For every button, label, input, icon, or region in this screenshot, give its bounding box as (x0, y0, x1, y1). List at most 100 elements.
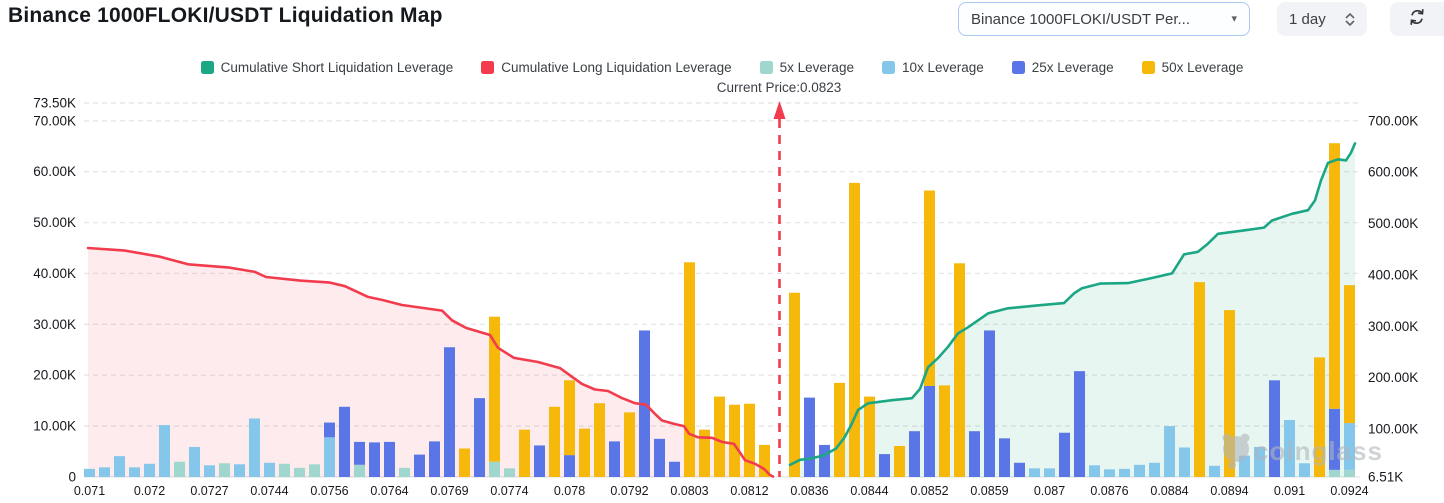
legend-item-5x[interactable]: 5x Leverage (759, 60, 854, 75)
bar-segment-10x[interactable] (144, 463, 155, 477)
bar-segment-10x[interactable] (264, 462, 275, 477)
bar-slot-66[interactable] (1074, 371, 1085, 477)
bar-slot-31[interactable] (549, 406, 560, 477)
bar-segment-5x[interactable] (1344, 469, 1355, 477)
liquidation-chart[interactable]: coinglass 73.50K 70.00K 60.00K 50.00K 40.00K 3… (0, 93, 1444, 503)
bar-slot-35[interactable] (609, 441, 620, 477)
bar-segment-25x[interactable] (804, 397, 815, 477)
bar-segment-50x[interactable] (1194, 282, 1205, 477)
bar-segment-10x[interactable] (1149, 462, 1160, 477)
bar-segment-50x[interactable] (594, 403, 605, 477)
bar-segment-25x[interactable] (474, 398, 485, 477)
bar-0.078[interactable] (564, 380, 575, 477)
bar-slot-27[interactable] (489, 316, 500, 477)
bar-segment-25x[interactable] (669, 461, 680, 477)
bar-slot-78[interactable] (1254, 446, 1265, 477)
bar-segment-25x[interactable] (444, 347, 455, 477)
bar-slot-61[interactable] (999, 438, 1010, 477)
bar-slot-75[interactable] (1209, 465, 1220, 477)
bar-slot-10[interactable] (234, 464, 245, 477)
bar-segment-10x[interactable] (1254, 446, 1265, 477)
bar-segment-10x[interactable] (189, 446, 200, 477)
bar-segment-25x[interactable] (534, 445, 545, 477)
bar-0.087[interactable] (1044, 468, 1055, 477)
bar-segment-50x[interactable] (549, 406, 560, 477)
bar-0.0876[interactable] (1104, 469, 1115, 477)
bar-slot-65[interactable] (1059, 432, 1070, 477)
bar-slot-23[interactable] (429, 441, 440, 477)
bar-segment-10x[interactable] (1284, 420, 1295, 477)
bar-slot-2[interactable] (114, 456, 125, 477)
bar-segment-25x[interactable] (1329, 408, 1340, 470)
bar-segment-50x[interactable] (564, 380, 575, 456)
bar-slot-9[interactable] (219, 463, 230, 477)
bar-segment-5x[interactable] (174, 461, 185, 477)
bar-segment-25x[interactable] (339, 406, 350, 477)
bar-slot-57[interactable] (939, 385, 950, 477)
bar-slot-17[interactable] (339, 406, 350, 477)
bar-slot-29[interactable] (519, 429, 530, 477)
bar-0.0924[interactable] (1344, 285, 1355, 477)
bar-slot-18[interactable] (354, 441, 365, 477)
symbol-select[interactable]: Binance 1000FLOKI/USDT Per... ▾ (958, 2, 1250, 36)
bar-segment-10x[interactable] (1029, 468, 1040, 477)
bar-segment-10x[interactable] (84, 468, 95, 477)
bar-segment-25x[interactable] (414, 454, 425, 477)
bar-segment-25x[interactable] (1059, 432, 1070, 477)
bar-segment-50x[interactable] (1314, 357, 1325, 477)
bar-segment-25x[interactable] (564, 455, 575, 477)
bar-0.0803[interactable] (684, 262, 695, 477)
bar-0.0774[interactable] (504, 468, 515, 477)
refresh-button[interactable] (1390, 2, 1444, 36)
bar-segment-50x[interactable] (714, 396, 725, 477)
bar-0.072[interactable] (144, 463, 155, 477)
bar-slot-62[interactable] (1014, 462, 1025, 477)
bar-0.0836[interactable] (804, 397, 815, 477)
bar-segment-50x[interactable] (1344, 285, 1355, 424)
bar-segment-5x[interactable] (294, 467, 305, 477)
bar-slot-70[interactable] (1134, 464, 1145, 477)
bar-segment-10x[interactable] (1164, 426, 1175, 477)
bar-segment-50x[interactable] (849, 182, 860, 477)
bar-slot-14[interactable] (294, 467, 305, 477)
bar-slot-30[interactable] (534, 445, 545, 477)
bar-segment-25x[interactable] (429, 441, 440, 477)
bar-slot-71[interactable] (1149, 462, 1160, 477)
bar-segment-50x[interactable] (579, 428, 590, 477)
legend-item-50x[interactable]: 50x Leverage (1141, 60, 1243, 75)
bar-segment-25x[interactable] (984, 330, 995, 477)
bar-slot-69[interactable] (1119, 468, 1130, 477)
bar-slot-7[interactable] (189, 446, 200, 477)
bar-segment-50x[interactable] (459, 448, 470, 477)
bar-slot-83[interactable] (1329, 143, 1340, 477)
bar-segment-10x[interactable] (1119, 468, 1130, 477)
bar-segment-25x[interactable] (819, 444, 830, 477)
bar-slot-19[interactable] (369, 442, 380, 477)
bar-slot-47[interactable] (789, 292, 800, 477)
bar-segment-5x[interactable] (279, 463, 290, 477)
bar-segment-10x[interactable] (1134, 464, 1145, 477)
bar-segment-50x[interactable] (1329, 143, 1340, 409)
bar-segment-25x[interactable] (654, 438, 665, 477)
bar-segment-50x[interactable] (744, 403, 755, 477)
bar-segment-10x[interactable] (159, 425, 170, 477)
bar-segment-5x[interactable] (219, 463, 230, 477)
bar-0.0894[interactable] (1224, 310, 1235, 477)
bar-slot-55[interactable] (909, 431, 920, 477)
bar-0.0727[interactable] (204, 465, 215, 477)
bar-slot-77[interactable] (1239, 455, 1250, 477)
bar-slot-54[interactable] (894, 445, 905, 477)
bar-segment-50x[interactable] (954, 263, 965, 477)
bar-slot-25[interactable] (459, 448, 470, 477)
bar-segment-10x[interactable] (1239, 455, 1250, 477)
bar-segment-50x[interactable] (939, 385, 950, 477)
bar-segment-50x[interactable] (699, 429, 710, 477)
bar-segment-10x[interactable] (1209, 465, 1220, 477)
bar-slot-26[interactable] (474, 398, 485, 477)
bar-0.0884[interactable] (1164, 426, 1175, 477)
bar-segment-10x[interactable] (1044, 468, 1055, 477)
bar-slot-45[interactable] (759, 444, 770, 477)
bar-segment-50x[interactable] (519, 429, 530, 477)
bar-segment-10x[interactable] (324, 437, 335, 477)
bar-segment-5x[interactable] (489, 461, 500, 477)
